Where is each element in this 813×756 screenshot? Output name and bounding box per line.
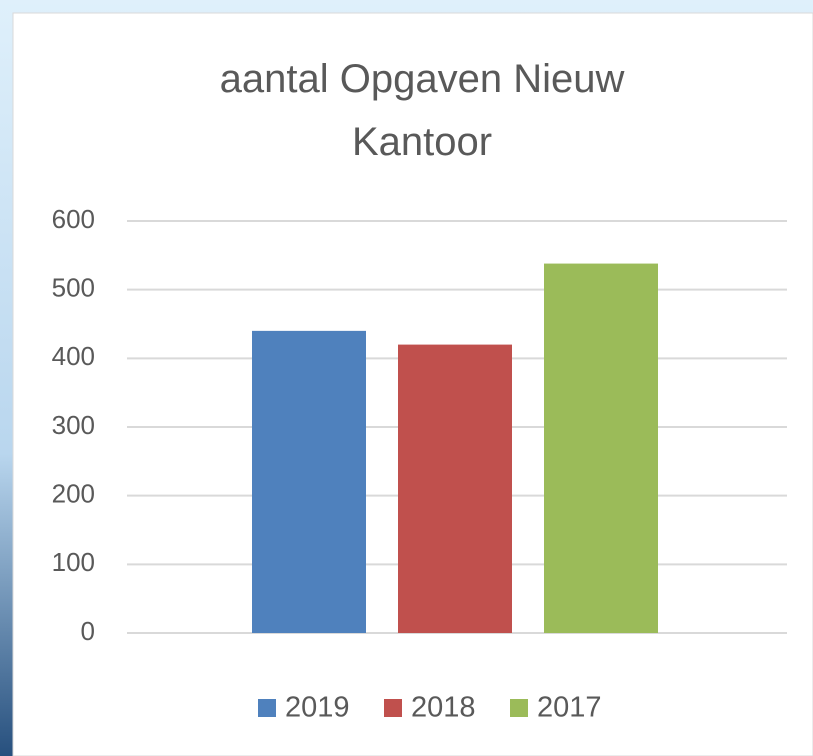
legend-swatch [384, 699, 402, 717]
y-tick-label: 500 [52, 273, 95, 303]
y-tick-label: 0 [81, 616, 95, 646]
legend-swatch [258, 699, 276, 717]
y-tick-label: 100 [52, 547, 95, 577]
bar [398, 344, 512, 633]
chart-title: aantal Opgaven Nieuw Kantoor [219, 57, 625, 164]
legend-swatch [510, 699, 528, 717]
y-tick-label: 600 [52, 204, 95, 234]
y-tick-label: 400 [52, 341, 95, 371]
y-tick-label: 300 [52, 410, 95, 440]
y-tick-label: 200 [52, 479, 95, 509]
legend-label: 2019 [285, 692, 350, 724]
legend-label: 2018 [411, 692, 476, 724]
bar [252, 330, 366, 633]
bar [544, 263, 658, 633]
legend-label: 2017 [537, 692, 602, 724]
